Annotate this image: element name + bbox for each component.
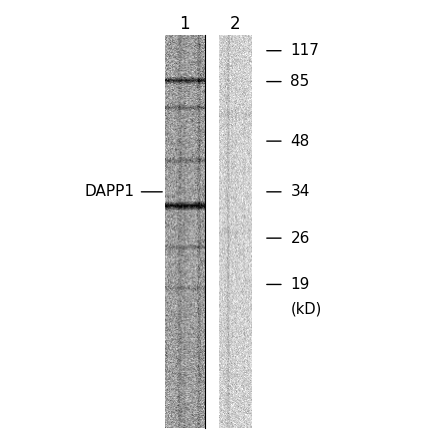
Text: 1: 1 xyxy=(180,15,190,33)
Text: 34: 34 xyxy=(290,184,310,199)
Text: 85: 85 xyxy=(290,74,310,89)
Text: 48: 48 xyxy=(290,134,310,149)
Text: DAPP1: DAPP1 xyxy=(85,184,135,199)
Text: 26: 26 xyxy=(290,231,310,246)
Text: 19: 19 xyxy=(290,277,310,292)
Text: (kD): (kD) xyxy=(290,301,322,316)
Text: 117: 117 xyxy=(290,43,319,58)
Text: 2: 2 xyxy=(230,15,241,33)
